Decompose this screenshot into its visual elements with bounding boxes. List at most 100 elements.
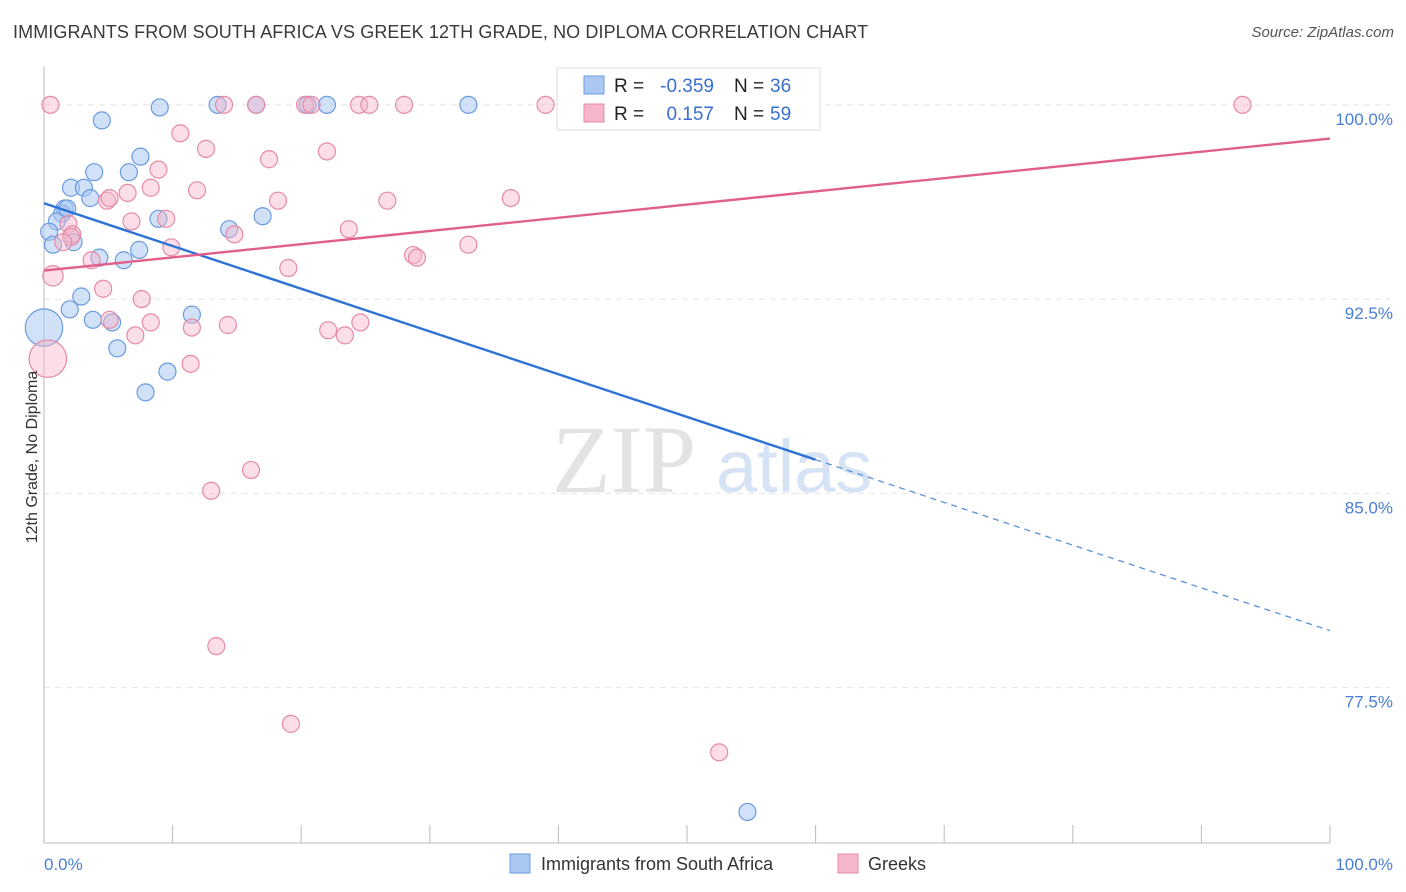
- greeks-point-2: [295, 95, 315, 114]
- x-tick-label-right: 100.0%: [1335, 855, 1393, 874]
- south-africa-point-12: [81, 188, 100, 208]
- trend-lines: [43, 137, 1331, 632]
- gridlines: [44, 104, 1390, 689]
- greeks-point-4: [349, 95, 369, 114]
- legend-n-label-2: N =: [734, 104, 764, 125]
- legend-swatch-south-africa: [583, 75, 605, 95]
- series-legend-label-greeks: Greeks: [868, 854, 926, 874]
- greeks-point-17: [187, 181, 207, 200]
- greeks-point-1: [247, 95, 266, 114]
- legend-r-value-1: -0.359: [660, 76, 714, 97]
- watermark-zip: ZIP: [552, 406, 696, 513]
- greeks-point-14: [259, 150, 279, 169]
- south-africa-point-6: [92, 111, 111, 130]
- trend-line-south-africa: [43, 202, 816, 461]
- south-africa-point-3: [317, 95, 337, 114]
- greeks-point-10: [1233, 95, 1252, 114]
- correlation-legend: R = -0.359 N = 36 R = 0.157 N = 59: [556, 67, 821, 131]
- greeks-point-23: [100, 188, 119, 208]
- data-points: [24, 95, 1252, 822]
- greeks-point-58: [536, 95, 555, 114]
- y-tick-label-0: 100.0%: [1335, 110, 1393, 129]
- greeks-point-34: [407, 248, 427, 267]
- south-africa-point-30: [24, 308, 64, 347]
- chart-title: IMMIGRANTS FROM SOUTH AFRICA VS GREEK 12…: [13, 22, 869, 42]
- axes: 100.0% 92.5% 85.0% 77.5%: [43, 66, 1393, 844]
- greeks-point-0: [214, 95, 234, 114]
- south-africa-point-25: [72, 287, 91, 306]
- watermark-atlas: atlas: [716, 425, 872, 508]
- greeks-point-11: [171, 124, 190, 143]
- south-africa-point-8: [85, 163, 104, 182]
- greeks-point-21: [97, 191, 117, 210]
- south-africa-point-29: [103, 313, 122, 332]
- greeks-point-15: [149, 160, 168, 179]
- south-africa-point-9: [119, 163, 138, 182]
- south-africa-point-34: [738, 802, 757, 822]
- greeks-point-39: [132, 290, 151, 309]
- greeks-point-31: [54, 233, 73, 252]
- south-africa-point-16: [253, 207, 272, 226]
- greeks-point-5: [360, 95, 379, 114]
- y-axis-label: 12th Grade, No Diploma: [24, 371, 41, 544]
- south-africa-point-33: [136, 383, 155, 402]
- greeks-point-38: [94, 279, 113, 298]
- greeks-point-50: [241, 460, 261, 480]
- south-africa-point-5: [150, 98, 169, 117]
- greeks-point-42: [182, 318, 201, 337]
- greeks-point-57: [394, 95, 414, 114]
- greeks-point-51: [202, 481, 221, 500]
- south-africa-point-20: [64, 233, 83, 252]
- legend-r-label-1: R =: [614, 76, 644, 97]
- greeks-point-55: [459, 235, 478, 254]
- south-africa-point-0: [208, 95, 227, 114]
- legend-n-value-1: 36: [770, 76, 791, 97]
- greeks-point-24: [157, 209, 176, 228]
- greeks-point-49: [28, 339, 68, 378]
- south-africa-point-27: [182, 305, 201, 324]
- legend-r-value-2: 0.157: [666, 104, 714, 125]
- greeks-point-43: [218, 315, 237, 335]
- south-africa-point-21: [43, 235, 63, 254]
- south-africa-point-22: [130, 240, 149, 259]
- greeks-point-13: [317, 142, 337, 161]
- greeks-point-19: [268, 191, 288, 210]
- greeks-point-16: [141, 178, 160, 197]
- greeks-point-56: [41, 95, 60, 114]
- series-legend-swatch-south-africa: [509, 853, 531, 874]
- greeks-point-54: [710, 743, 729, 762]
- legend-n-value-2: 59: [770, 104, 791, 125]
- greeks-point-48: [181, 354, 200, 373]
- greeks-point-36: [279, 258, 298, 278]
- greeks-point-46: [351, 313, 370, 332]
- greeks-point-40: [100, 310, 119, 329]
- greeks-point-30: [339, 220, 358, 239]
- greeks-point-3: [302, 95, 321, 114]
- greeks-point-12: [196, 139, 216, 158]
- y-tick-label-2: 85.0%: [1345, 498, 1393, 517]
- south-africa-point-32: [158, 362, 177, 381]
- series-legend-label-south-africa: Immigrants from South Africa: [541, 854, 774, 874]
- y-tick-label-3: 77.5%: [1345, 693, 1393, 712]
- greeks-point-52: [207, 637, 226, 656]
- source-label: Source: ZipAtlas.com: [1251, 24, 1394, 41]
- greeks-point-22: [501, 188, 520, 208]
- south-africa-point-26: [60, 300, 79, 319]
- greeks-point-41: [141, 313, 160, 332]
- south-africa-point-7: [131, 147, 150, 166]
- south-africa-point-28: [83, 310, 102, 329]
- series-legend: Immigrants from South Africa Greeks: [509, 853, 926, 874]
- south-africa-point-31: [108, 339, 127, 358]
- south-africa-point-15: [149, 209, 168, 228]
- greeks-point-29: [225, 225, 244, 244]
- greeks-point-47: [126, 326, 145, 345]
- trend-line-south-africa-extension: [815, 459, 1331, 632]
- series-legend-swatch-greeks: [837, 853, 859, 874]
- x-tick-label-left: 0.0%: [44, 855, 83, 874]
- legend-swatch-greeks: [583, 103, 605, 123]
- legend-r-label-2: R =: [614, 104, 644, 125]
- legend-n-label-1: N =: [734, 76, 764, 97]
- greeks-point-45: [335, 326, 355, 345]
- greeks-point-53: [281, 714, 301, 733]
